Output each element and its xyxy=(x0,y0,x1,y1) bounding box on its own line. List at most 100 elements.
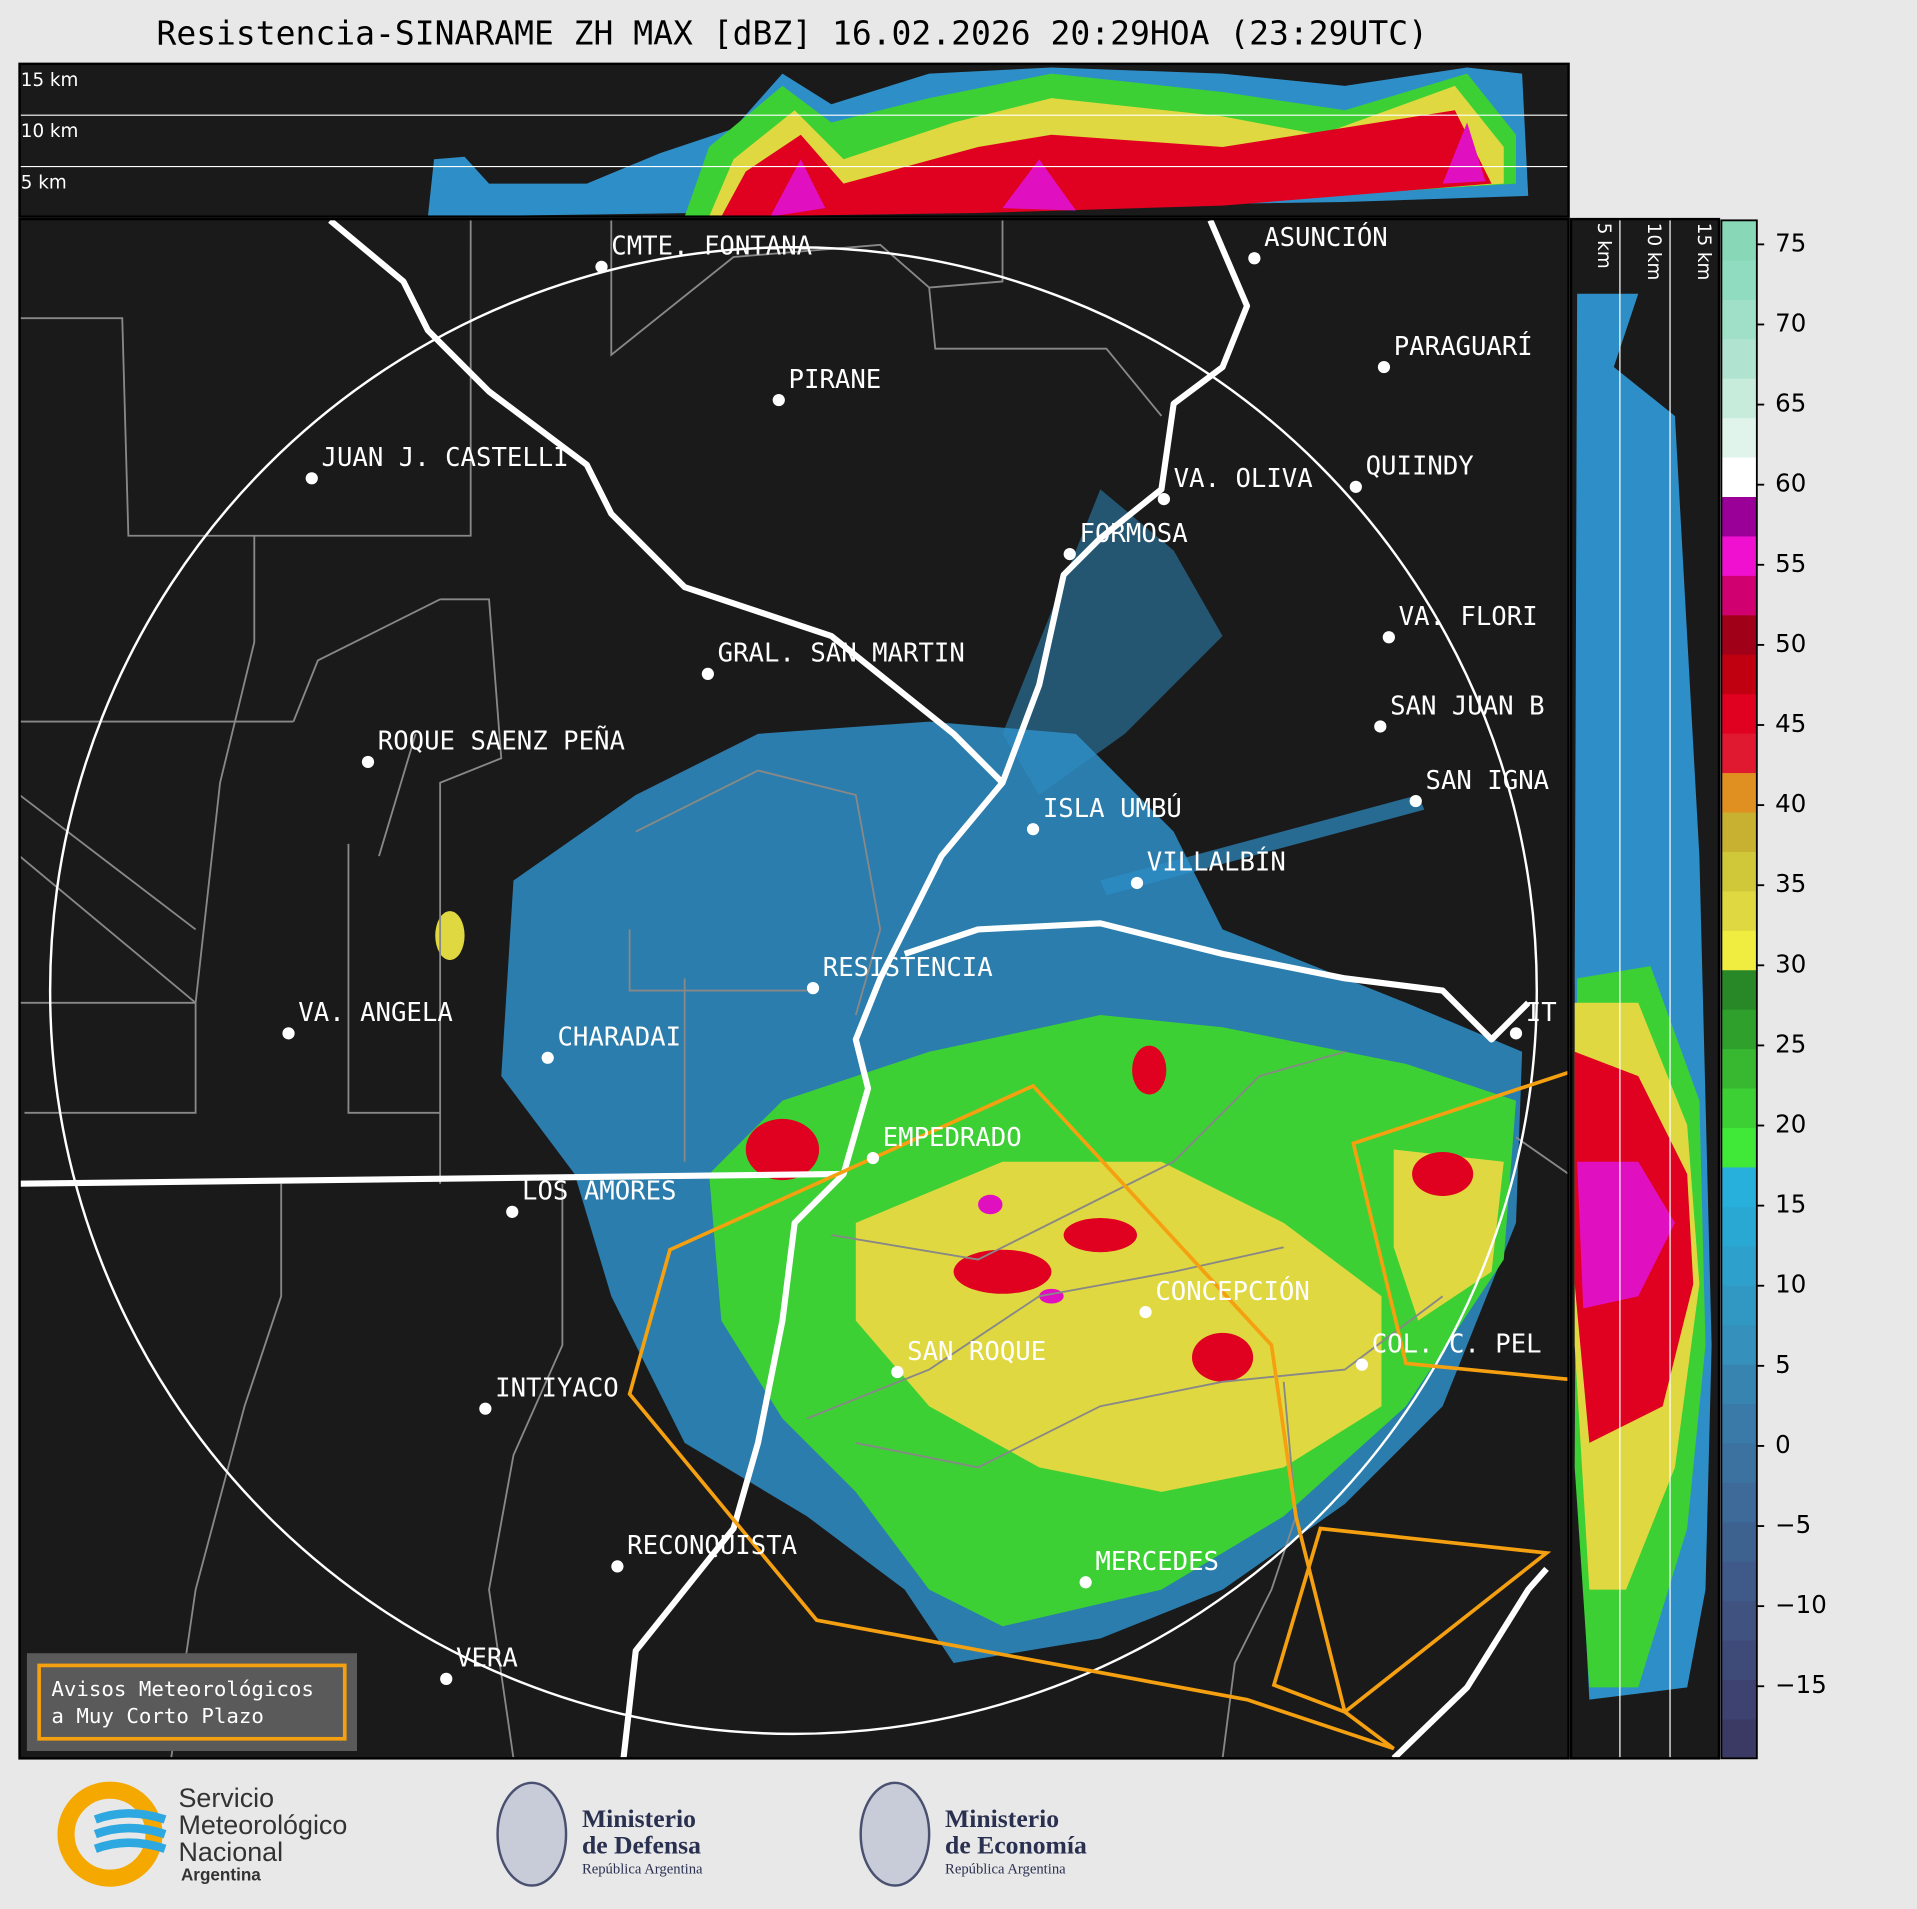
colorbar-band xyxy=(1721,1442,1757,1483)
colorbar-band xyxy=(1721,378,1757,419)
city-label: IT xyxy=(1526,998,1557,1028)
colorbar-band xyxy=(1721,1363,1757,1405)
colorbar-band xyxy=(1721,733,1757,774)
city-label: CMTE. FONTANA xyxy=(611,232,812,262)
colorbar-band xyxy=(1721,1403,1757,1444)
warning-box-border xyxy=(37,1663,347,1741)
colorbar-band xyxy=(1721,1718,1757,1759)
smn-text: Argentina xyxy=(181,1866,261,1885)
city-dot xyxy=(541,1051,554,1064)
colorbar-band xyxy=(1721,654,1757,695)
ministry-text: República Argentina xyxy=(582,1861,703,1877)
height-label: 5 km xyxy=(1593,223,1614,269)
colorbar-tick-label: 5 xyxy=(1775,1350,1791,1379)
city-dot xyxy=(891,1365,904,1379)
colorbar-tick-label: 0 xyxy=(1775,1430,1791,1459)
colorbar-tick-label: −15 xyxy=(1775,1670,1827,1699)
height-label: 15 km xyxy=(1693,223,1714,281)
city-label: INTIYACO xyxy=(495,1373,619,1403)
city-label: VA. ANGELA xyxy=(298,998,452,1028)
colorbar-band xyxy=(1721,614,1757,655)
city-label: PARAGUARÍ xyxy=(1394,330,1533,362)
height-label: 15 km xyxy=(21,70,79,91)
colorbar-band xyxy=(1721,851,1757,892)
city-dot xyxy=(1157,492,1171,506)
ministry-text: Ministerio xyxy=(582,1804,696,1833)
title: Resistencia-SINARAME ZH MAX [dBZ] 16.02.… xyxy=(156,13,1428,52)
side-cross-section xyxy=(1571,219,1719,1759)
city-dot xyxy=(1349,480,1362,493)
map: CMTE. FONTANA PIRANE JUAN J. CASTELLI ASUNC… xyxy=(19,219,1569,1759)
city-label: ASUNCIÓN xyxy=(1264,221,1388,253)
city-dot xyxy=(1377,360,1391,374)
city-label: RECONQUISTA xyxy=(627,1531,797,1561)
city-dot xyxy=(595,260,608,273)
range-ring xyxy=(48,246,1539,1736)
city-label: JUAN J. CASTELLI xyxy=(322,443,569,473)
city-dot xyxy=(282,1027,295,1040)
colorbar-frame xyxy=(1720,219,1758,1760)
colorbar-band xyxy=(1721,417,1757,458)
colorbar-tick-label: 70 xyxy=(1775,308,1806,337)
city-dot xyxy=(1374,720,1387,733)
city-label: CHARADAI xyxy=(557,1023,681,1053)
province-lines xyxy=(19,220,1569,1759)
colorbar-band xyxy=(1721,496,1757,537)
warning-box[interactable]: Avisos Meteorológicos a Muy Corto Plazo xyxy=(26,1653,357,1752)
coat-of-arms xyxy=(859,1781,931,1887)
city-dot xyxy=(361,755,375,769)
city-label: SAN JUAN B xyxy=(1390,691,1544,721)
ministry-text: de Defensa xyxy=(582,1831,701,1860)
city-dot xyxy=(1248,252,1261,265)
city-dot xyxy=(806,982,820,995)
map-frame xyxy=(18,217,1570,1760)
city-dot xyxy=(506,1205,519,1218)
colorbar-band xyxy=(1721,1600,1757,1641)
warning-text: a Muy Corto Plazo xyxy=(51,1704,264,1728)
coat-of-arms xyxy=(496,1781,568,1887)
height-label: 5 km xyxy=(21,173,67,194)
city-dot xyxy=(866,1151,880,1165)
colorbar-band xyxy=(1721,1009,1757,1050)
colorbar-band xyxy=(1721,1166,1757,1207)
warning-areas xyxy=(627,1070,1569,1751)
city-dot xyxy=(772,393,785,407)
colorbar-band xyxy=(1721,1679,1757,1720)
city-label: QUIINDY xyxy=(1366,452,1474,482)
colorbar-band xyxy=(1721,535,1757,576)
colorbar-tick-label: 30 xyxy=(1775,949,1806,978)
height-label: 10 km xyxy=(1643,223,1664,281)
city-dot xyxy=(1079,1576,1092,1589)
city-label: VERA xyxy=(456,1644,518,1674)
city-dot xyxy=(1026,823,1040,836)
colorbar-band xyxy=(1721,1521,1757,1562)
colorbar-band xyxy=(1721,338,1757,379)
rivers xyxy=(19,219,1549,1759)
city-label: PIRANE xyxy=(789,365,882,395)
city-dot xyxy=(1063,547,1076,561)
city-dot xyxy=(1382,631,1395,644)
colorbar-band xyxy=(1721,811,1757,852)
city-dot xyxy=(479,1402,492,1415)
colorbar-band xyxy=(1721,259,1757,300)
city-dot xyxy=(611,1560,624,1573)
colorbar-band xyxy=(1721,930,1757,971)
footer: Servicio Meteorológico Nacional Argentin… xyxy=(57,1781,1087,1887)
colorbar-band xyxy=(1721,299,1757,340)
city-dot xyxy=(1130,876,1144,890)
colorbar-tick-label: −10 xyxy=(1775,1590,1827,1619)
colorbar-band xyxy=(1721,1285,1757,1326)
city-labels: CMTE. FONTANA PIRANE JUAN J. CASTELLI ASUNC… xyxy=(282,221,1557,1685)
city-label: SAN ROQUE xyxy=(907,1337,1046,1367)
warning-box-bg xyxy=(26,1653,357,1752)
colorbar-band xyxy=(1721,1048,1757,1089)
city-dot xyxy=(305,472,318,485)
city-label: EMPEDRADO xyxy=(883,1123,1022,1153)
colorbar-tick-label: 40 xyxy=(1775,789,1806,818)
top-cross-section xyxy=(19,63,1569,217)
colorbar-band xyxy=(1721,1087,1757,1128)
city-dot xyxy=(701,667,714,681)
city-label: VA. OLIVA xyxy=(1174,464,1313,494)
smn-text: Servicio xyxy=(178,1783,274,1813)
